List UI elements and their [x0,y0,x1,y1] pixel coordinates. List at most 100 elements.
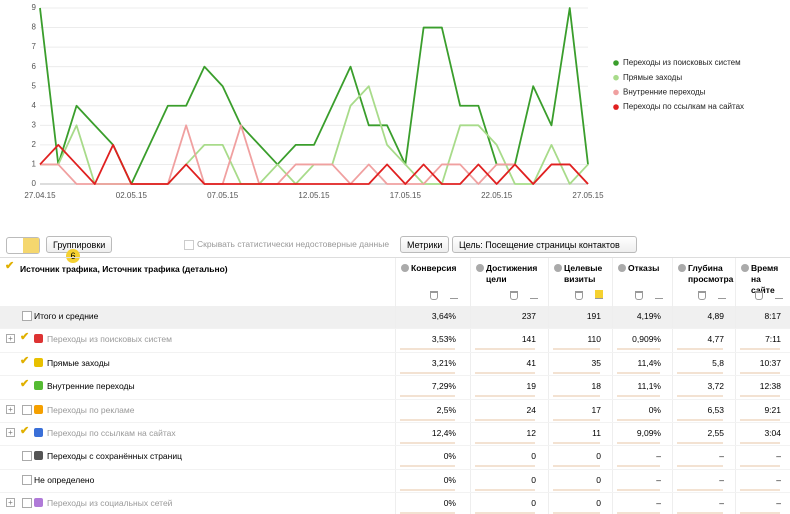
table-cell: 7,29% [431,381,456,392]
table-cell: 12 [526,428,536,438]
row-label[interactable]: Переходы по ссылкам на сайтах [47,428,176,438]
table-cell: 10:37 [759,357,781,368]
cell-underline [400,512,455,514]
grouping-button[interactable]: Группировки [46,236,113,253]
column-header[interactable]: Конверсия [411,263,457,273]
expand-button[interactable]: + [6,428,15,437]
table-cell: 8:17 [764,311,781,321]
row-divider [0,328,790,330]
cell-underline [617,371,660,374]
chart-icon[interactable] [530,290,538,299]
row-label[interactable]: Не определено [34,474,95,485]
help-icon [618,264,626,272]
cell-underline [400,371,455,374]
row-checkbox[interactable] [22,474,32,485]
row-label[interactable]: Переходы из социальных сетей [47,498,173,509]
row-check[interactable]: ✔ [20,378,30,391]
x-tick-label: 27.05.15 [572,191,604,200]
chart-icon[interactable] [718,290,726,299]
filter-icon[interactable] [698,291,706,300]
cell-underline [400,395,455,398]
cell-underline [553,442,600,444]
cell-underline [475,442,535,444]
table-cell: 9:21 [764,404,781,415]
cell-underline [740,418,780,421]
dimension-header: Источник трафика, Источник трафика (дета… [20,264,228,274]
y-tick-label: 3 [32,120,37,129]
y-tick-label: 5 [32,81,37,90]
view-toggle[interactable] [6,237,40,254]
table-cell: 4,89 [707,311,724,321]
goal-select[interactable]: Цель: Посещение страницы контактов [452,236,637,253]
expand-button[interactable]: + [6,498,15,508]
cell-underline [740,442,780,444]
column-divider [548,258,549,514]
row-check[interactable]: ✔ [20,425,30,437]
table-cell: 6,53 [707,404,724,415]
table-cell: 141 [521,334,536,345]
cell-underline [617,488,660,491]
y-tick-label: 9 [32,3,37,12]
expand-button[interactable]: + [6,404,15,414]
help-icon [554,264,562,272]
cell-underline [617,512,660,514]
filter-icon[interactable] [575,291,583,300]
filter-icon[interactable] [635,291,643,300]
table-cell: 0 [596,451,601,462]
cell-underline [553,348,600,351]
table-cell: – [776,498,781,509]
row-checkbox[interactable] [22,404,32,415]
column-header[interactable]: Отказы [628,263,660,273]
table-cell: 12:38 [759,381,781,392]
cell-underline [475,418,535,421]
column-divider [735,258,736,514]
table-cell: 11 [592,428,601,438]
row-checkbox[interactable] [22,451,32,462]
column-header[interactable]: Достижения цели [486,263,538,284]
table-cell: 0 [596,498,601,509]
row-label[interactable]: Переходы из поисковых систем [47,334,172,345]
table-cell: 3,72 [707,381,724,392]
row-check[interactable]: ✔ [20,354,30,367]
cell-underline [617,465,660,468]
row-check[interactable]: ✔ [20,331,30,344]
table-cell: 3,21% [431,357,456,368]
expand-button[interactable]: + [6,334,15,344]
metrics-button[interactable]: Метрики [400,236,450,253]
help-icon [476,264,484,272]
chart-icon[interactable] [775,290,783,299]
row-checkbox[interactable] [22,311,32,321]
cell-underline [740,465,780,468]
column-header[interactable]: Целевые визиты [564,263,603,284]
hide-checkbox[interactable] [184,240,194,250]
cell-underline [617,442,660,444]
help-icon [741,264,749,272]
table-cell: – [719,474,724,485]
column-header[interactable]: Глубина просмотра [688,263,734,284]
filter-icon[interactable] [510,291,518,300]
legend-label: Переходы из поисковых систем [623,58,741,67]
row-divider [0,422,790,423]
row-label[interactable]: Внутренние переходы [47,381,135,392]
cell-underline [617,395,660,398]
series-line [39,7,589,185]
chart-icon[interactable] [450,290,458,299]
header-check[interactable]: ✔ [5,260,15,272]
filter-icon[interactable] [755,291,763,300]
y-tick-label: 0 [32,179,37,188]
row-checkbox[interactable] [22,498,32,509]
hide-checkbox-label: Скрывать статистически недостоверные дан… [197,239,390,249]
cell-underline [553,371,600,374]
chart-icon[interactable] [655,290,663,299]
table-cell: 0% [443,498,456,509]
filter-icon[interactable] [430,291,438,300]
row-label[interactable]: Переходы с сохранённых страниц [47,451,182,462]
row-label[interactable]: Переходы по рекламе [47,404,135,415]
row-label[interactable]: Прямые заходы [47,357,110,368]
source-icon [34,357,43,367]
table-cell: 35 [591,357,601,368]
chart-icon[interactable] [595,290,603,299]
column-header[interactable]: Время на сайте [751,263,779,295]
source-icon [34,404,43,414]
